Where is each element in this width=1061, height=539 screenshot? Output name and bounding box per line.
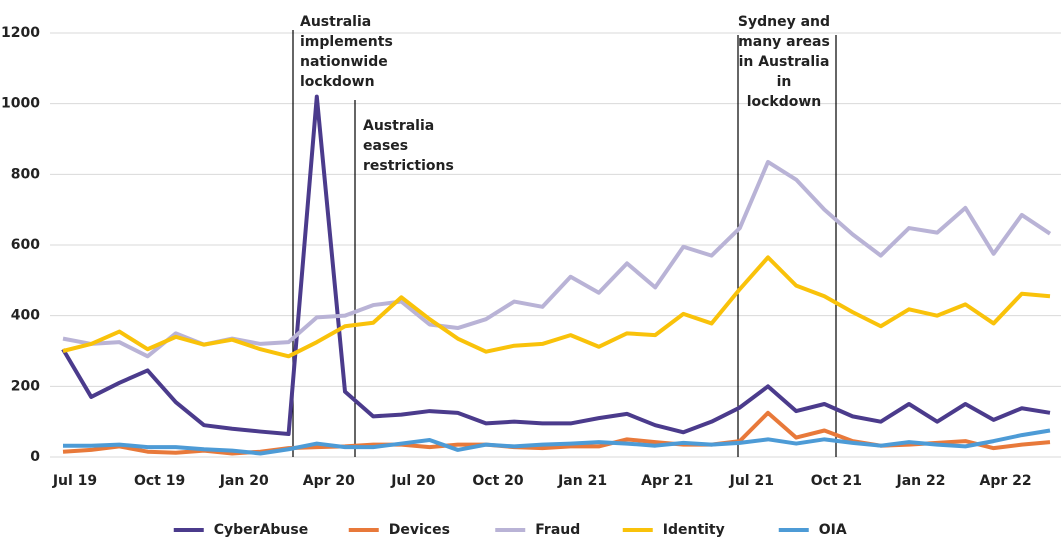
y-tick-label: 400 xyxy=(11,308,40,324)
x-tick-label: Oct 21 xyxy=(811,473,862,489)
annotation-text: eases xyxy=(363,138,408,154)
annotation-text: nationwide xyxy=(300,54,388,70)
annotation-text: Sydney and xyxy=(738,14,830,30)
annotation-text: lockdown xyxy=(300,74,375,90)
series-line xyxy=(61,94,1051,437)
legend-label: Fraud xyxy=(535,522,580,538)
annotation-text: Australia xyxy=(300,14,371,30)
legend-label: Devices xyxy=(389,522,450,538)
series-line xyxy=(62,159,1052,359)
y-tick-label: 1200 xyxy=(1,25,40,41)
annotation-text: many areas xyxy=(738,34,830,50)
series-line xyxy=(62,255,1051,359)
annotation-text: in xyxy=(777,74,792,90)
x-tick-label: Jul 19 xyxy=(52,473,97,489)
x-tick-label: Apr 20 xyxy=(303,473,355,489)
x-tick-label: Jul 20 xyxy=(390,473,436,489)
y-tick-label: 800 xyxy=(11,166,40,182)
annotation-text: lockdown xyxy=(747,94,822,110)
legend-label: CyberAbuse xyxy=(214,522,308,538)
series-line xyxy=(62,410,1051,456)
x-tick-label: Jan 21 xyxy=(557,473,607,489)
annotation-text: in Australia xyxy=(739,54,830,70)
x-tick-label: Jan 20 xyxy=(219,473,269,489)
series-line xyxy=(63,428,1051,456)
x-tick-label: Oct 19 xyxy=(134,473,185,489)
legend-label: OIA xyxy=(819,522,847,538)
annotation-text: Australia xyxy=(363,118,434,134)
y-tick-label: 200 xyxy=(11,378,40,394)
y-tick-label: 1000 xyxy=(1,96,40,112)
x-tick-label: Apr 22 xyxy=(980,473,1032,489)
y-tick-label: 600 xyxy=(11,237,40,253)
x-tick-label: Jul 21 xyxy=(729,473,774,489)
legend-label: Identity xyxy=(663,522,725,538)
x-tick-label: Apr 21 xyxy=(641,473,693,489)
y-tick-label: 0 xyxy=(30,449,40,465)
annotation-text: restrictions xyxy=(363,158,454,174)
x-tick-label: Jan 22 xyxy=(896,473,946,489)
annotation-text: implements xyxy=(300,34,393,50)
x-tick-label: Oct 20 xyxy=(472,473,524,489)
